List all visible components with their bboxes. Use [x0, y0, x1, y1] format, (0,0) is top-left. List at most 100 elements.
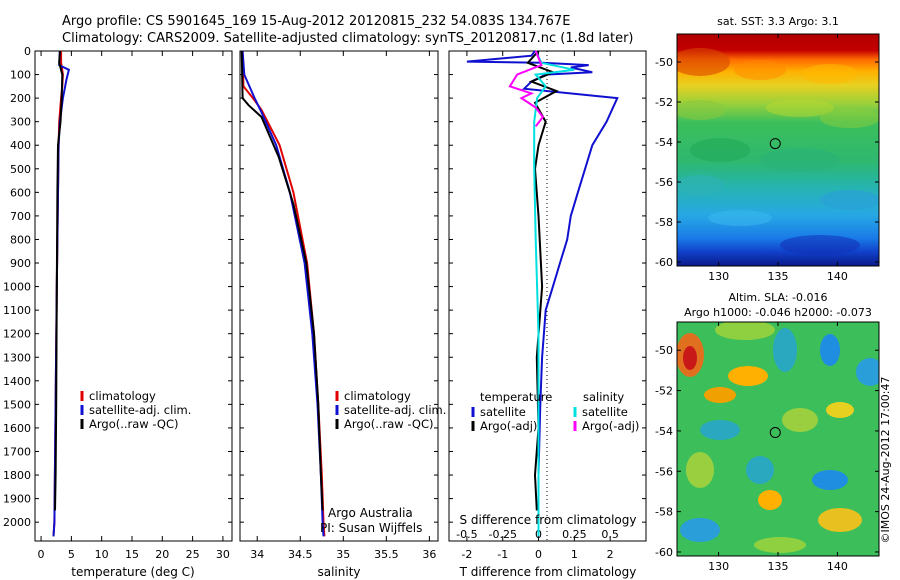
s-tick-label: 0.25 — [562, 528, 587, 541]
sst-map-panel: sat. SST: 3.3 Argo: 3.1 130 135 140 -50 -52 -… — [655, 15, 880, 283]
x-tick-label: 34.5 — [288, 548, 313, 561]
lat-tick-label: -50 — [655, 56, 673, 69]
x-tick-label: 35 — [336, 548, 350, 561]
salinity-panel: 34 34.5 35 35.5 36 climatologysatellite-adj.… — [239, 50, 446, 579]
lat-tick-label: -60 — [655, 256, 673, 269]
sst-map-title: sat. SST: 3.3 Argo: 3.1 — [717, 15, 839, 28]
sla-map-subtitle: Argo h1000: -0.046 h2000: -0.073 — [684, 306, 872, 319]
x-tick-label: 5 — [68, 548, 75, 561]
legend-entry: Argo(..raw -QC) — [89, 417, 179, 431]
x-tick-label: 10 — [95, 548, 109, 561]
s-tick-label: -0.25 — [488, 528, 516, 541]
series-line-satellite-adj-clim- — [241, 50, 325, 537]
s-tick-label: -0.5 — [456, 528, 477, 541]
pi-label: PI: Susan Wijffels — [320, 521, 422, 535]
legend-entry: Argo(-adj) — [582, 419, 639, 433]
legend-entry: Argo(..raw -QC) — [344, 417, 434, 431]
sla-map-panel: Altim. SLA: -0.016 Argo h1000: -0.046 h2… — [655, 291, 880, 573]
depth-tick-label: 900 — [10, 257, 31, 270]
argo-australia-label: Argo Australia — [328, 506, 413, 520]
legend-entry: Argo(-adj) — [480, 419, 537, 433]
temperature-axis-label: temperature (deg C) — [71, 565, 194, 579]
depth-tick-label: 1000 — [3, 281, 31, 294]
lat-tick-label: -56 — [655, 176, 673, 189]
depth-tick-label: 200 — [10, 92, 31, 105]
lon-tick-label: 135 — [768, 560, 789, 573]
depth-tick-label: 1500 — [3, 398, 31, 411]
sla-map-title: Altim. SLA: -0.016 — [728, 291, 827, 304]
depth-tick-label: 500 — [10, 163, 31, 176]
sla-heatmap — [677, 322, 879, 556]
depth-tick-label: 1600 — [3, 422, 31, 435]
sst-heatmap — [677, 34, 879, 266]
depth-tick-label: 100 — [10, 69, 31, 82]
lon-tick-label: 140 — [827, 270, 848, 283]
legend-entry: satellite-adj. clim. — [89, 403, 191, 417]
lat-tick-label: -54 — [655, 136, 673, 149]
lat-tick-label: -50 — [655, 344, 673, 357]
depth-tick-label: 1900 — [3, 493, 31, 506]
depth-tick-label: 600 — [10, 186, 31, 199]
argo-location-marker — [769, 138, 781, 150]
depth-tick-label: 700 — [10, 210, 31, 223]
legend-title-temperature: temperature — [480, 390, 552, 404]
s-tick-label: 0.5 — [601, 528, 619, 541]
lon-tick-label: 135 — [768, 270, 789, 283]
x-tick-label: 20 — [155, 548, 169, 561]
legend-entry: satellite — [480, 405, 526, 419]
depth-tick-label: 1100 — [3, 304, 31, 317]
depth-tick-label: 1700 — [3, 445, 31, 458]
series-line-satellite-temperature — [466, 50, 619, 537]
lat-tick-label: -52 — [655, 96, 673, 109]
legend-entry: satellite-adj. clim. — [344, 403, 446, 417]
series-line-climatology — [241, 50, 326, 537]
series-line-argo-adj--temperature — [526, 50, 559, 511]
depth-tick-label: 2000 — [3, 516, 31, 529]
x-tick-label: 1 — [571, 548, 578, 561]
lat-tick-label: -58 — [655, 506, 673, 519]
title-line-2: Climatology: CARS2009. Satellite-adjuste… — [62, 31, 634, 46]
depth-tick-label: 800 — [10, 233, 31, 246]
depth-tick-label: 1800 — [3, 469, 31, 482]
x-tick-label: 36 — [422, 548, 436, 561]
x-tick-label: 25 — [186, 548, 200, 561]
series-line-argo-raw-qc- — [240, 50, 324, 511]
argo-location-marker — [769, 427, 781, 439]
x-tick-label: -2 — [461, 548, 472, 561]
legend-entry: climatology — [344, 389, 411, 403]
x-tick-label: 35.5 — [374, 548, 399, 561]
series-line-satellite-salinity — [533, 50, 575, 537]
x-tick-label: 30 — [216, 548, 230, 561]
lat-tick-label: -58 — [655, 216, 673, 229]
lat-tick-label: -52 — [655, 385, 673, 398]
difference-panel: -2 -1 0 1 2 -0.5 -0.25 0 0.25 0.5 temperature sal… — [448, 50, 647, 579]
salinity-axis-label: salinity — [317, 565, 360, 579]
lon-tick-label: 130 — [708, 560, 729, 573]
x-tick-label: -1 — [497, 548, 508, 561]
depth-tick-label: 300 — [10, 116, 31, 129]
x-tick-label: 0 — [535, 548, 542, 561]
imos-side-label: ©IMOS 24-Aug-2012 17:00:47 — [879, 377, 892, 544]
lat-tick-label: -56 — [655, 465, 673, 478]
depth-tick-label: 0 — [24, 45, 31, 58]
lat-tick-label: -60 — [655, 546, 673, 559]
lat-tick-label: -54 — [655, 425, 673, 438]
depth-tick-label: 400 — [10, 139, 31, 152]
depth-tick-label: 1400 — [3, 375, 31, 388]
legend-title-salinity: salinity — [583, 390, 624, 404]
x-tick-label: 15 — [125, 548, 139, 561]
t-difference-label: T difference from climatology — [459, 565, 637, 579]
depth-tick-label: 1300 — [3, 351, 31, 364]
x-tick-label: 34 — [250, 548, 264, 561]
s-difference-label: S difference from climatology — [460, 513, 637, 527]
legend-entry: climatology — [89, 389, 156, 403]
x-tick-label: 2 — [607, 548, 614, 561]
lon-tick-label: 130 — [708, 270, 729, 283]
series-line-argo-raw-qc- — [54, 50, 64, 511]
depth-tick-label: 1200 — [3, 328, 31, 341]
legend-entry: satellite — [582, 405, 628, 419]
lon-tick-label: 140 — [827, 560, 848, 573]
title-line-1: Argo profile: CS 5901645_169 15-Aug-2012… — [62, 14, 570, 29]
x-tick-label: 0 — [38, 548, 45, 561]
